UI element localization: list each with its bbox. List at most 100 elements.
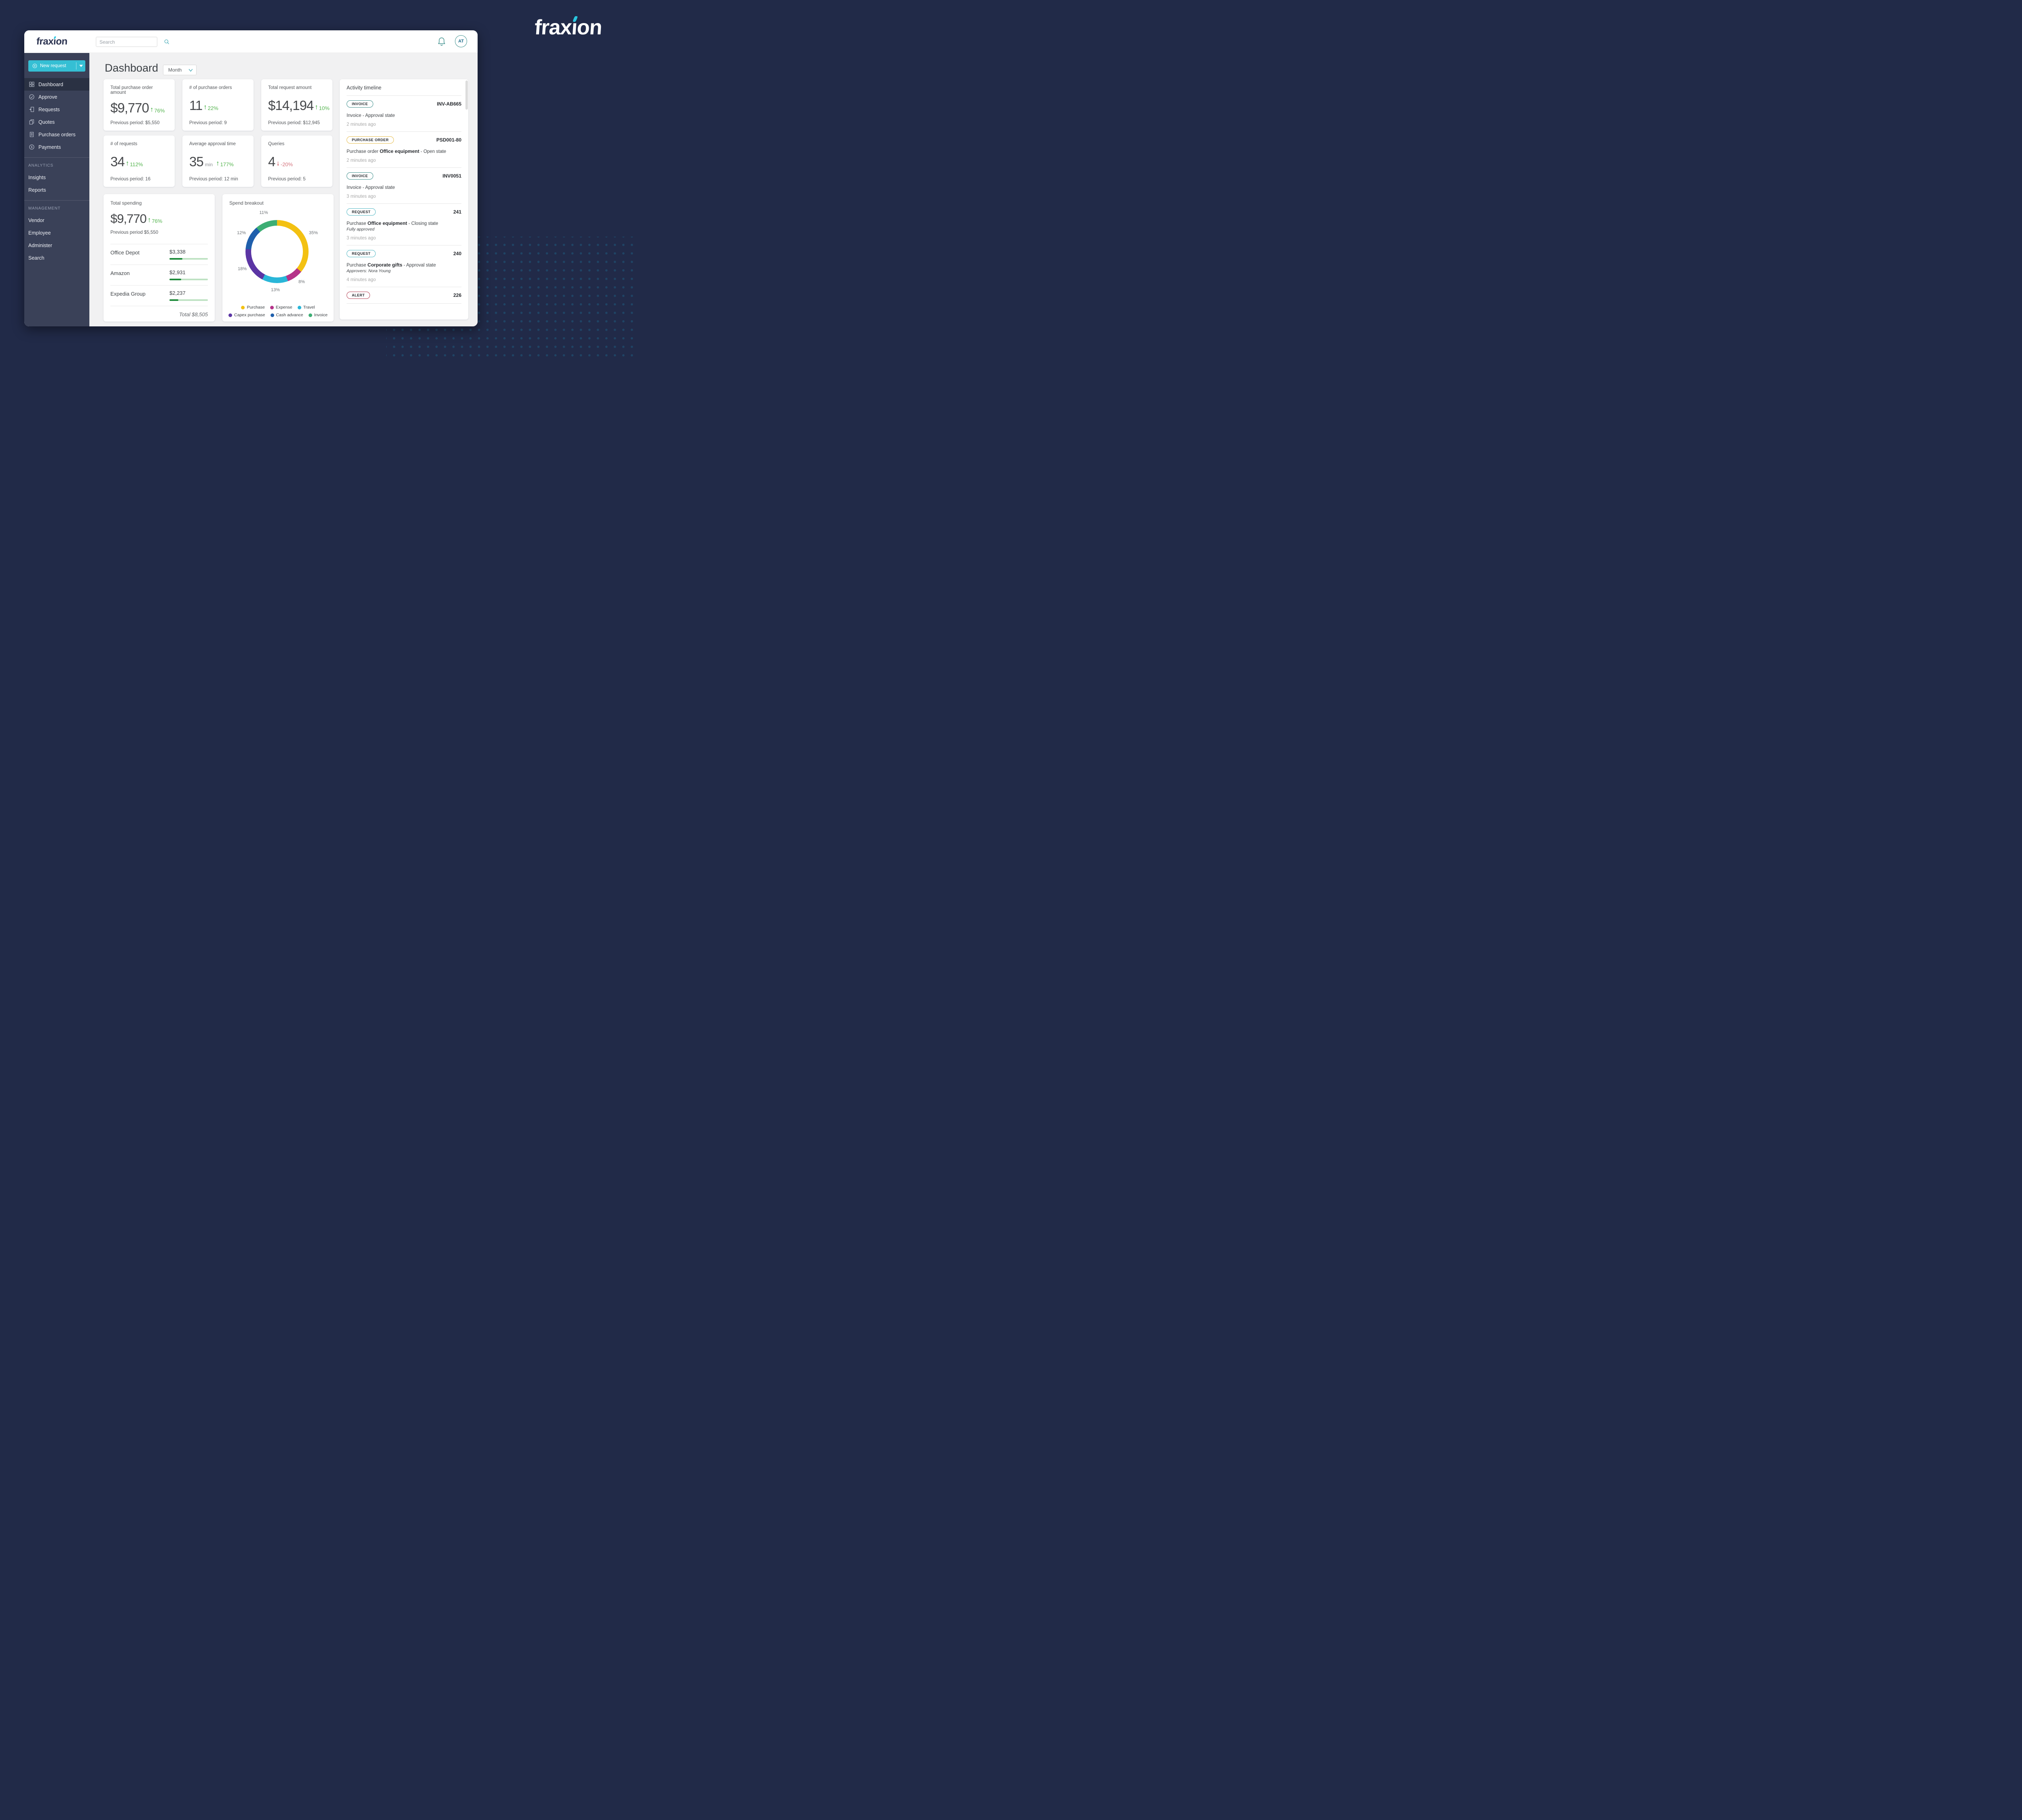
sidebar-item-requests[interactable]: Requests [24,103,89,116]
vendor-amount: $2,931 [169,269,186,275]
kpi-previous: Previous period: 16 [110,177,151,182]
kpi-unit: min [205,161,213,167]
sidebar-item-label: Dashboard [38,81,63,87]
timeline-item[interactable]: ALERT 226 [347,287,461,304]
timeline-item[interactable]: PURCHASE ORDER PSD001-80 Purchase order … [347,132,461,168]
new-request-label: New request [40,63,66,68]
sidebar-item-approve[interactable]: Approve [24,91,89,103]
kpi-delta: 177% [220,161,234,167]
activity-timeline-card: Activity timeline INVOICE INV-AB665 Invo… [340,79,468,320]
caret-down-icon [79,65,83,67]
kpi-delta: 10% [319,105,330,111]
timeline-scrollbar-thumb[interactable] [465,80,468,110]
kpi-card-request-count: # of requests 34 ↑ 112% Previous period:… [104,135,175,187]
donut-percent-label: 12% [237,231,246,235]
plus-circle-icon [32,63,37,68]
sidebar-item-reports[interactable]: Reports [28,187,46,193]
spending-total-label: Total $8,505 [110,306,208,317]
vendor-row: Amazon $2,931 [110,265,208,285]
vendor-bar-track [169,279,208,280]
search-icon[interactable] [164,39,170,45]
sidebar-item-employee[interactable]: Employee [28,230,51,236]
vendor-bar-fill [169,258,183,260]
kpi-delta: 76% [154,107,165,114]
sidebar-item-purchase-orders[interactable]: Purchase orders [24,128,89,141]
timeline-note: Fully approved [347,227,374,232]
sidebar-item-payments[interactable]: $ Payments [24,141,89,153]
kpi-title: # of requests [110,142,137,146]
legend-dot [270,305,274,309]
timeline-ref: 240 [453,251,461,256]
chevron-down-icon [188,68,193,72]
kpi-value: 4 [268,154,275,169]
timeline-ref: INV-AB665 [437,101,461,107]
kpi-previous: Previous period: 9 [189,121,227,125]
timeline-item[interactable]: REQUEST 241 Purchase Office equipment - … [347,204,461,245]
timeline-item[interactable]: REQUEST 240 Purchase Corporate gifts - A… [347,245,461,287]
kpi-title: Average approval time [189,142,236,146]
timeline-timestamp: 2 minutes ago [347,122,376,127]
chart-legend: Purchase Expense Travel Capex purchase C… [222,305,334,317]
kpi-title: Queries [268,142,285,146]
sidebar-item-search[interactable]: Search [28,255,44,261]
dollar-circle-icon: $ [28,144,35,150]
vendor-name: Expedia Group [110,291,146,297]
total-spending-value: $9,770 [110,212,147,226]
sidebar-item-quotes[interactable]: Quotes [24,116,89,128]
kpi-value: 11 [189,97,203,113]
trend-up-icon: ↑ [125,159,129,167]
trend-up-icon: ↑ [147,216,151,224]
sidebar: New request Dashboard Approve [24,53,89,326]
donut-percent-label: 8% [298,279,305,284]
status-badge-invoice: INVOICE [347,100,373,108]
document-arrow-icon [28,106,35,112]
search-input[interactable] [96,39,164,45]
kpi-previous: Previous period: 12 min [189,177,238,182]
timeline-ref: 226 [453,292,461,298]
legend-dot [241,305,245,309]
kpi-card-total-po-amount: Total purchase order amount $9,770 ↑ 76%… [104,79,175,131]
timeline-item[interactable]: INVOICE INV-AB665 Invoice - Approval sta… [347,96,461,132]
vendor-row: Office Depot $3,338 [110,244,208,265]
timeline-note: Approvers: Nora Young [347,269,391,273]
sidebar-item-dashboard[interactable]: Dashboard [24,78,89,91]
check-circle-icon [28,94,35,100]
legend-dot [297,305,301,309]
vendor-bar-fill [169,299,178,301]
new-request-dropdown-caret[interactable] [76,65,85,67]
document-lines-icon [28,131,35,138]
timeline-timestamp: 3 minutes ago [347,236,376,241]
donut-hole [251,226,303,277]
timeline-item[interactable]: INVOICE INV0051 Invoice - Approval state… [347,168,461,204]
documents-icon [28,119,35,125]
global-search [96,37,169,47]
sidebar-divider [24,157,89,158]
trend-up-icon: ↑ [150,105,154,113]
status-badge-alert: ALERT [347,292,370,299]
legend-dot [228,313,233,317]
sidebar-item-insights[interactable]: Insights [28,174,46,180]
timeline-ref: 241 [453,209,461,215]
notifications-bell-icon[interactable] [437,36,446,47]
total-spending-previous: Previous period $5,550 [110,230,159,235]
vendor-amount: $3,338 [169,249,186,255]
timeline-ref: INV0051 [442,173,461,179]
user-avatar[interactable]: AT [455,35,467,47]
legend-item: Capex purchase [228,313,265,317]
status-badge-purchase-order: PURCHASE ORDER [347,136,394,144]
trend-up-icon: ↑ [216,159,220,167]
period-dropdown[interactable]: Month [163,65,197,75]
sidebar-item-vendor[interactable]: Vendor [28,217,44,223]
kpi-previous: Previous period: $5,550 [110,121,160,125]
kpi-value: $9,770 [110,100,149,115]
legend-item: Cash advance [270,313,303,317]
total-spending-card: Total spending $9,770 ↑ 76% Previous per… [104,194,215,322]
sidebar-item-administer[interactable]: Administer [28,242,53,248]
timeline-timestamp: 3 minutes ago [347,194,376,199]
new-request-button[interactable]: New request [28,60,85,72]
period-dropdown-value: Month [168,67,182,73]
status-badge-invoice: INVOICE [347,172,373,180]
legend-dot [270,313,274,317]
vendor-bar-track [169,299,208,301]
